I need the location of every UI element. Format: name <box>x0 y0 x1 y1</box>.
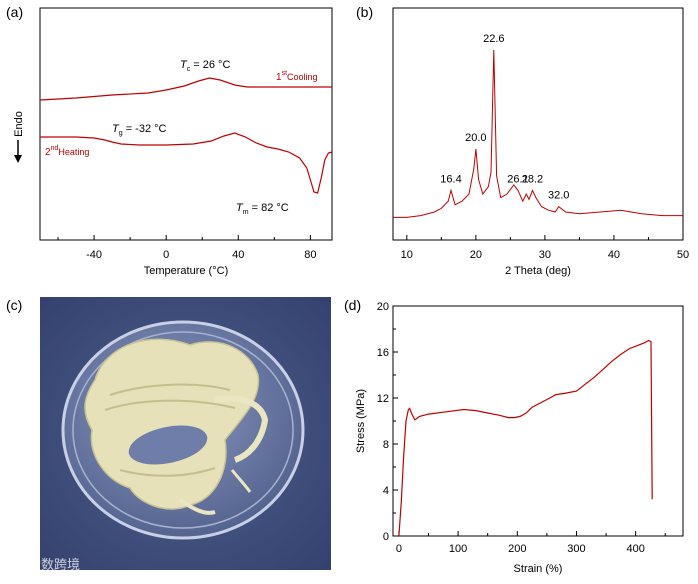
panel-a-label: (a) <box>6 4 23 20</box>
petri-dish-inner-rim <box>72 331 294 529</box>
panel-b-label: (b) <box>356 4 373 20</box>
dsc-annotation-tm: Tm = 82 °C <box>236 202 289 216</box>
xrd-x-ticks: 10 20 30 40 50 <box>401 235 689 261</box>
ss-x-tick-label: 0 <box>396 543 402 555</box>
xrd-peak-label: 32.0 <box>548 190 569 202</box>
dsc-x-ticks: -40 0 40 80 <box>57 235 316 261</box>
xrd-x-tick-label: 50 <box>677 249 689 261</box>
ss-stress-strain-line <box>398 339 653 537</box>
xrd-x-tick-label: 10 <box>401 249 413 261</box>
ss-y-tick-label: 16 <box>377 347 389 359</box>
dsc-label-heating: 2ndHeating <box>45 145 89 158</box>
xrd-frame <box>392 7 684 241</box>
xrd-peak-label: 28.2 <box>522 173 543 185</box>
dsc-frame <box>39 7 333 241</box>
xrd-x-tick-label: 40 <box>608 249 620 261</box>
panel-d: (d) 0 100 200 300 400 0 4 8 12 16 20 Strain (%) St… <box>344 297 684 575</box>
ss-ticks: 0 100 200 300 400 0 4 8 12 16 20 <box>377 301 666 555</box>
ss-y-tick-label: 20 <box>377 301 389 313</box>
xrd-curve <box>393 49 683 218</box>
panel-b: (b) 10 20 30 40 50 2 Theta (deg) 16.4 20.0 22.… <box>356 4 689 277</box>
dsc-curves <box>39 77 333 194</box>
xrd-pattern-line <box>393 49 683 218</box>
xrd-x-tick-label: 30 <box>539 249 551 261</box>
ss-x-tick-label: 400 <box>626 543 644 555</box>
dsc-x-tick-label: 0 <box>163 249 169 261</box>
ss-x-tick-label: 300 <box>567 543 585 555</box>
ss-curve <box>398 339 653 537</box>
xrd-x-label: 2 Theta (deg) <box>505 265 571 277</box>
xrd-x-tick-label: 20 <box>470 249 482 261</box>
panel-c: (c) 大数跨 <box>6 297 331 572</box>
dsc-label-cooling: 1stCooling <box>276 70 318 83</box>
watermark-icon <box>8 558 20 570</box>
polymer-sample <box>84 338 269 515</box>
dsc-cooling-curve <box>39 77 332 101</box>
dsc-x-tick-label: -40 <box>86 249 102 261</box>
panel-a: (a) -40 0 40 80 Temperature (°C) Endo 1stCo… <box>6 4 333 277</box>
watermark-text: 大数跨境 <box>28 557 80 572</box>
ss-frame <box>392 305 684 537</box>
dsc-x-tick-label: 80 <box>304 249 316 261</box>
endo-arrow-icon <box>14 155 22 163</box>
watermark: 大数跨境 <box>8 557 80 572</box>
dsc-annotation-tc: Tc = 26 °C <box>180 59 230 73</box>
xrd-peak-label: 22.6 <box>483 33 504 45</box>
dsc-x-label: Temperature (°C) <box>144 265 228 277</box>
ss-y-label: Stress (MPa) <box>355 389 367 453</box>
ss-y-tick-label: 12 <box>377 393 389 405</box>
xrd-peak-label: 26.1 <box>507 173 528 185</box>
panel-d-label: (d) <box>344 297 361 313</box>
xrd-peak-label: 20.0 <box>465 132 486 144</box>
dsc-y-label: Endo <box>13 111 25 137</box>
panel-c-label: (c) <box>6 297 22 313</box>
ss-y-tick-label: 4 <box>383 485 389 497</box>
ss-x-tick-label: 100 <box>449 543 467 555</box>
dsc-heating-curve <box>40 132 333 194</box>
xrd-peak-label: 16.4 <box>440 173 461 185</box>
ss-x-label: Strain (%) <box>514 563 563 575</box>
dsc-x-tick-label: 40 <box>232 249 244 261</box>
xrd-peak-labels: 16.4 20.0 22.6 26.128.2 32.0 <box>440 33 569 202</box>
dsc-annotation-tg: Tg = -32 °C <box>112 123 167 137</box>
ss-y-tick-label: 0 <box>383 531 389 543</box>
ss-x-tick-label: 200 <box>508 543 526 555</box>
ss-y-tick-label: 8 <box>383 439 389 451</box>
